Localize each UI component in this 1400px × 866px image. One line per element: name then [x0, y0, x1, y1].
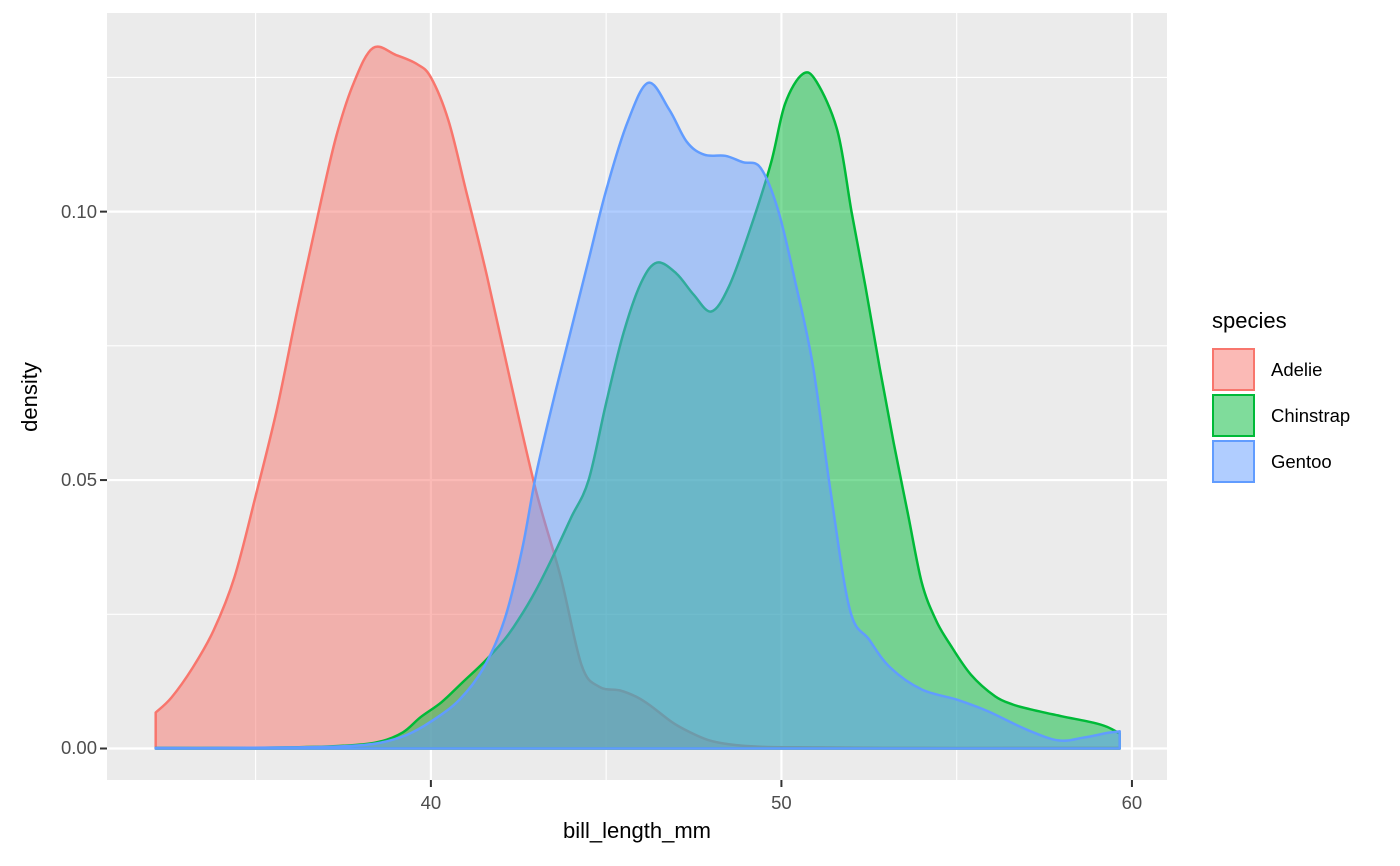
x-tick-label-60: 60 [1121, 792, 1143, 813]
legend-item-chinstrap: Chinstrap [1212, 394, 1350, 437]
legend-key-swatch-adelie [1212, 348, 1255, 391]
legend-item-adelie: Adelie [1212, 348, 1350, 391]
y-axis-title: density [17, 361, 42, 432]
x-tick-label-50: 50 [771, 792, 792, 813]
y-tick-label-0.00: 0.00 [60, 737, 97, 759]
x-tick-label-40: 40 [420, 792, 442, 813]
legend-label: Gentoo [1271, 450, 1332, 472]
x-axis-title: bill_length_mm [563, 818, 711, 843]
legend: species Adelie Chinstrap Gentoo [1212, 308, 1350, 486]
legend-key-swatch-chinstrap [1212, 394, 1255, 437]
legend-label: Adelie [1271, 358, 1323, 380]
legend-key-swatch-gentoo [1212, 440, 1255, 483]
legend-title: species [1212, 308, 1287, 333]
density-area-gentoo [154, 81, 1121, 750]
y-tick-label-0.05: 0.05 [60, 469, 97, 491]
legend-items: Adelie Chinstrap Gentoo [1212, 348, 1350, 483]
y-tick-label-0.10: 0.10 [60, 200, 97, 222]
legend-label: Chinstrap [1271, 404, 1351, 426]
legend-item-gentoo: Gentoo [1212, 440, 1350, 483]
